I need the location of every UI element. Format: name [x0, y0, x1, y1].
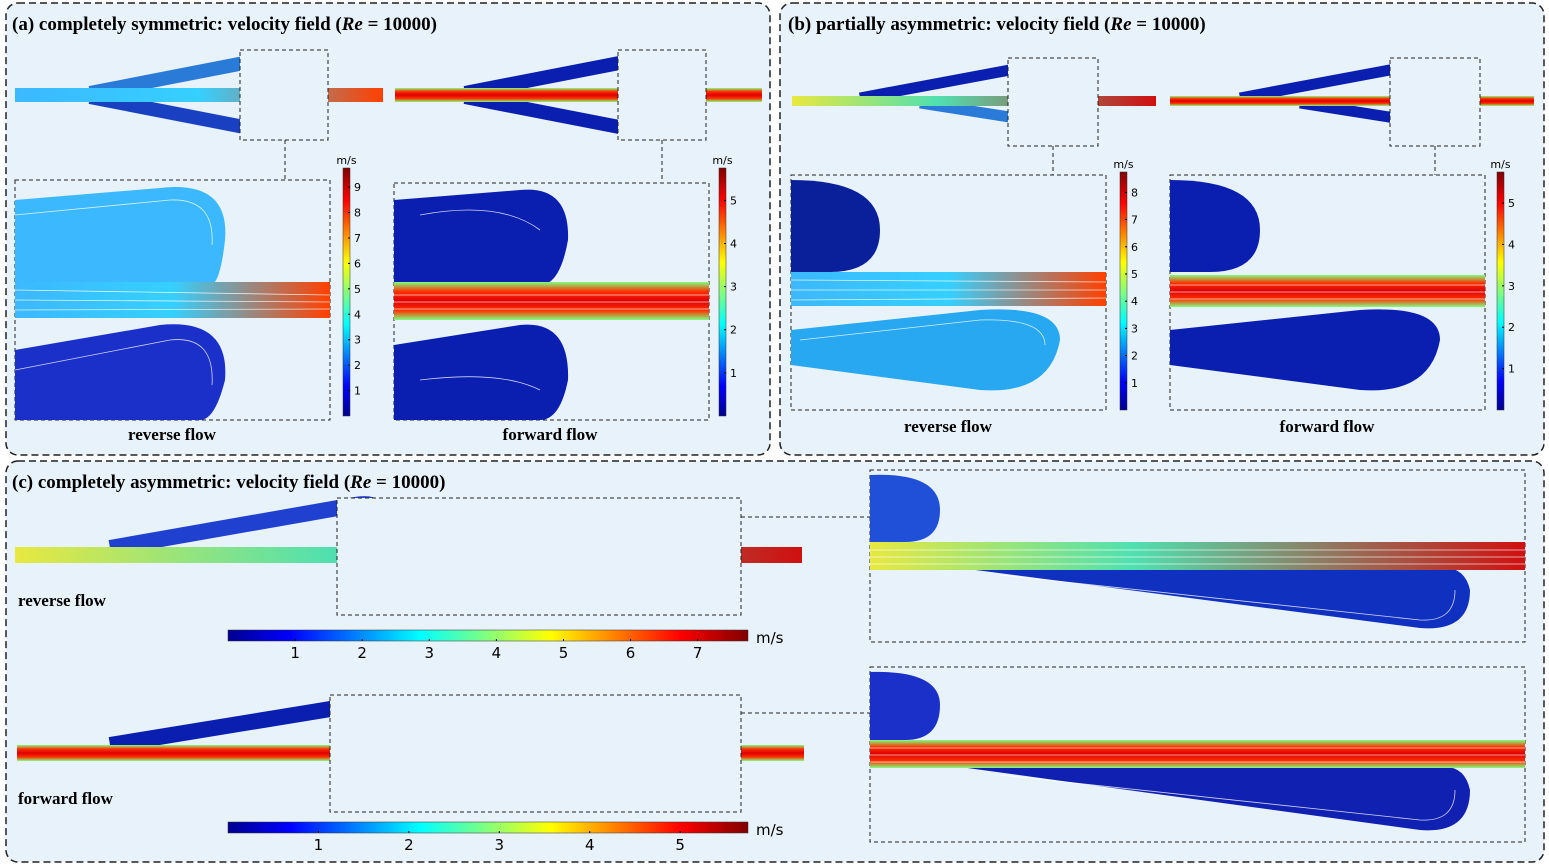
colorbar-unit: m/s — [712, 154, 732, 167]
colorbar-tick-label: 4 — [354, 308, 361, 321]
zoom-view — [869, 469, 1526, 843]
colorbar-tick-label: 5 — [559, 644, 569, 662]
colorbar-tick-label: 3 — [1131, 322, 1138, 335]
view-label: reverse flow — [18, 591, 107, 610]
panel-title: (b) partially asymmetric: velocity field… — [788, 14, 1206, 35]
colorbar-unit: m/s — [756, 821, 784, 839]
colorbar-tick-label: 7 — [354, 232, 361, 245]
colorbar-tick-label: 2 — [1131, 350, 1138, 363]
view-label: forward flow — [18, 789, 114, 808]
colorbar-tick-label: 7 — [693, 644, 703, 662]
colorbar-tick-label: 5 — [730, 194, 737, 207]
colorbar-tick-label: 1 — [1131, 377, 1138, 390]
colorbar-tick-label: 1 — [1508, 363, 1515, 376]
colorbar-tick-label: 3 — [425, 644, 435, 662]
colorbar-tick-label: 8 — [354, 207, 361, 220]
colorbar-unit: m/s — [756, 629, 784, 647]
colorbar-tick-label: 2 — [354, 359, 361, 372]
view-label: reverse flow — [128, 425, 217, 444]
view-label: forward flow — [1280, 417, 1376, 436]
colorbar-tick-label: 5 — [1508, 197, 1515, 210]
colorbar-unit: m/s — [1113, 158, 1133, 171]
colorbar — [718, 167, 727, 417]
flow-geometry — [15, 49, 762, 182]
colorbar-tick-label: 5 — [675, 836, 685, 854]
colorbar-tick-label: 6 — [626, 644, 636, 662]
colorbar — [227, 629, 749, 642]
colorbar-tick-label: 1 — [314, 836, 324, 854]
colorbar-tick-label: 1 — [354, 385, 361, 398]
colorbar-tick-label: 3 — [495, 836, 505, 854]
colorbar-tick-label: 2 — [730, 324, 737, 337]
colorbar — [342, 167, 351, 417]
colorbar-tick-label: 6 — [1131, 241, 1138, 254]
zoom-view — [14, 179, 710, 421]
colorbar-tick-label: 1 — [730, 367, 737, 380]
colorbar-tick-label: 1 — [290, 644, 300, 662]
colorbar-tick-label: 4 — [730, 237, 737, 250]
colorbar — [1496, 171, 1505, 411]
colorbar-tick-label: 2 — [1508, 321, 1515, 334]
colorbar-tick-label: 3 — [730, 281, 737, 294]
colorbar-tick-label: 9 — [354, 181, 361, 194]
flow-geometry — [792, 57, 1534, 175]
colorbar-tick-label: 4 — [1508, 238, 1515, 251]
colorbar-tick-label: 3 — [1508, 280, 1515, 293]
colorbar — [227, 821, 749, 834]
colorbar-tick-label: 8 — [1131, 186, 1138, 199]
panel-title: (a) completely symmetric: velocity field… — [12, 14, 437, 35]
flow-geometry — [15, 496, 870, 813]
colorbar-tick-label: 7 — [1131, 214, 1138, 227]
colorbar — [1119, 171, 1128, 411]
zoom-view — [790, 174, 1486, 411]
colorbar-tick-label: 2 — [404, 836, 414, 854]
colorbar-tick-label: 5 — [1131, 268, 1138, 281]
colorbar-unit: m/s — [336, 154, 356, 167]
colorbar-tick-label: 6 — [354, 257, 361, 270]
colorbar-tick-label: 4 — [585, 836, 595, 854]
colorbar-tick-label: 3 — [354, 334, 361, 347]
panel-title: (c) completely asymmetric: velocity fiel… — [12, 472, 445, 493]
colorbar-tick-label: 4 — [1131, 295, 1138, 308]
colorbar-tick-label: 2 — [357, 644, 367, 662]
colorbar-tick-label: 4 — [492, 644, 502, 662]
view-label: reverse flow — [904, 417, 993, 436]
view-label: forward flow — [503, 425, 599, 444]
colorbar-tick-label: 5 — [354, 283, 361, 296]
colorbar-unit: m/s — [1490, 158, 1510, 171]
colorbars: m/s 1 2 3 4 5 6 7 8 9 m/s 1 2 3 4 5 m/s 1 2 3 4 5 6 7 8 m/s 1 2 3 4 5 m… — [227, 154, 1515, 854]
